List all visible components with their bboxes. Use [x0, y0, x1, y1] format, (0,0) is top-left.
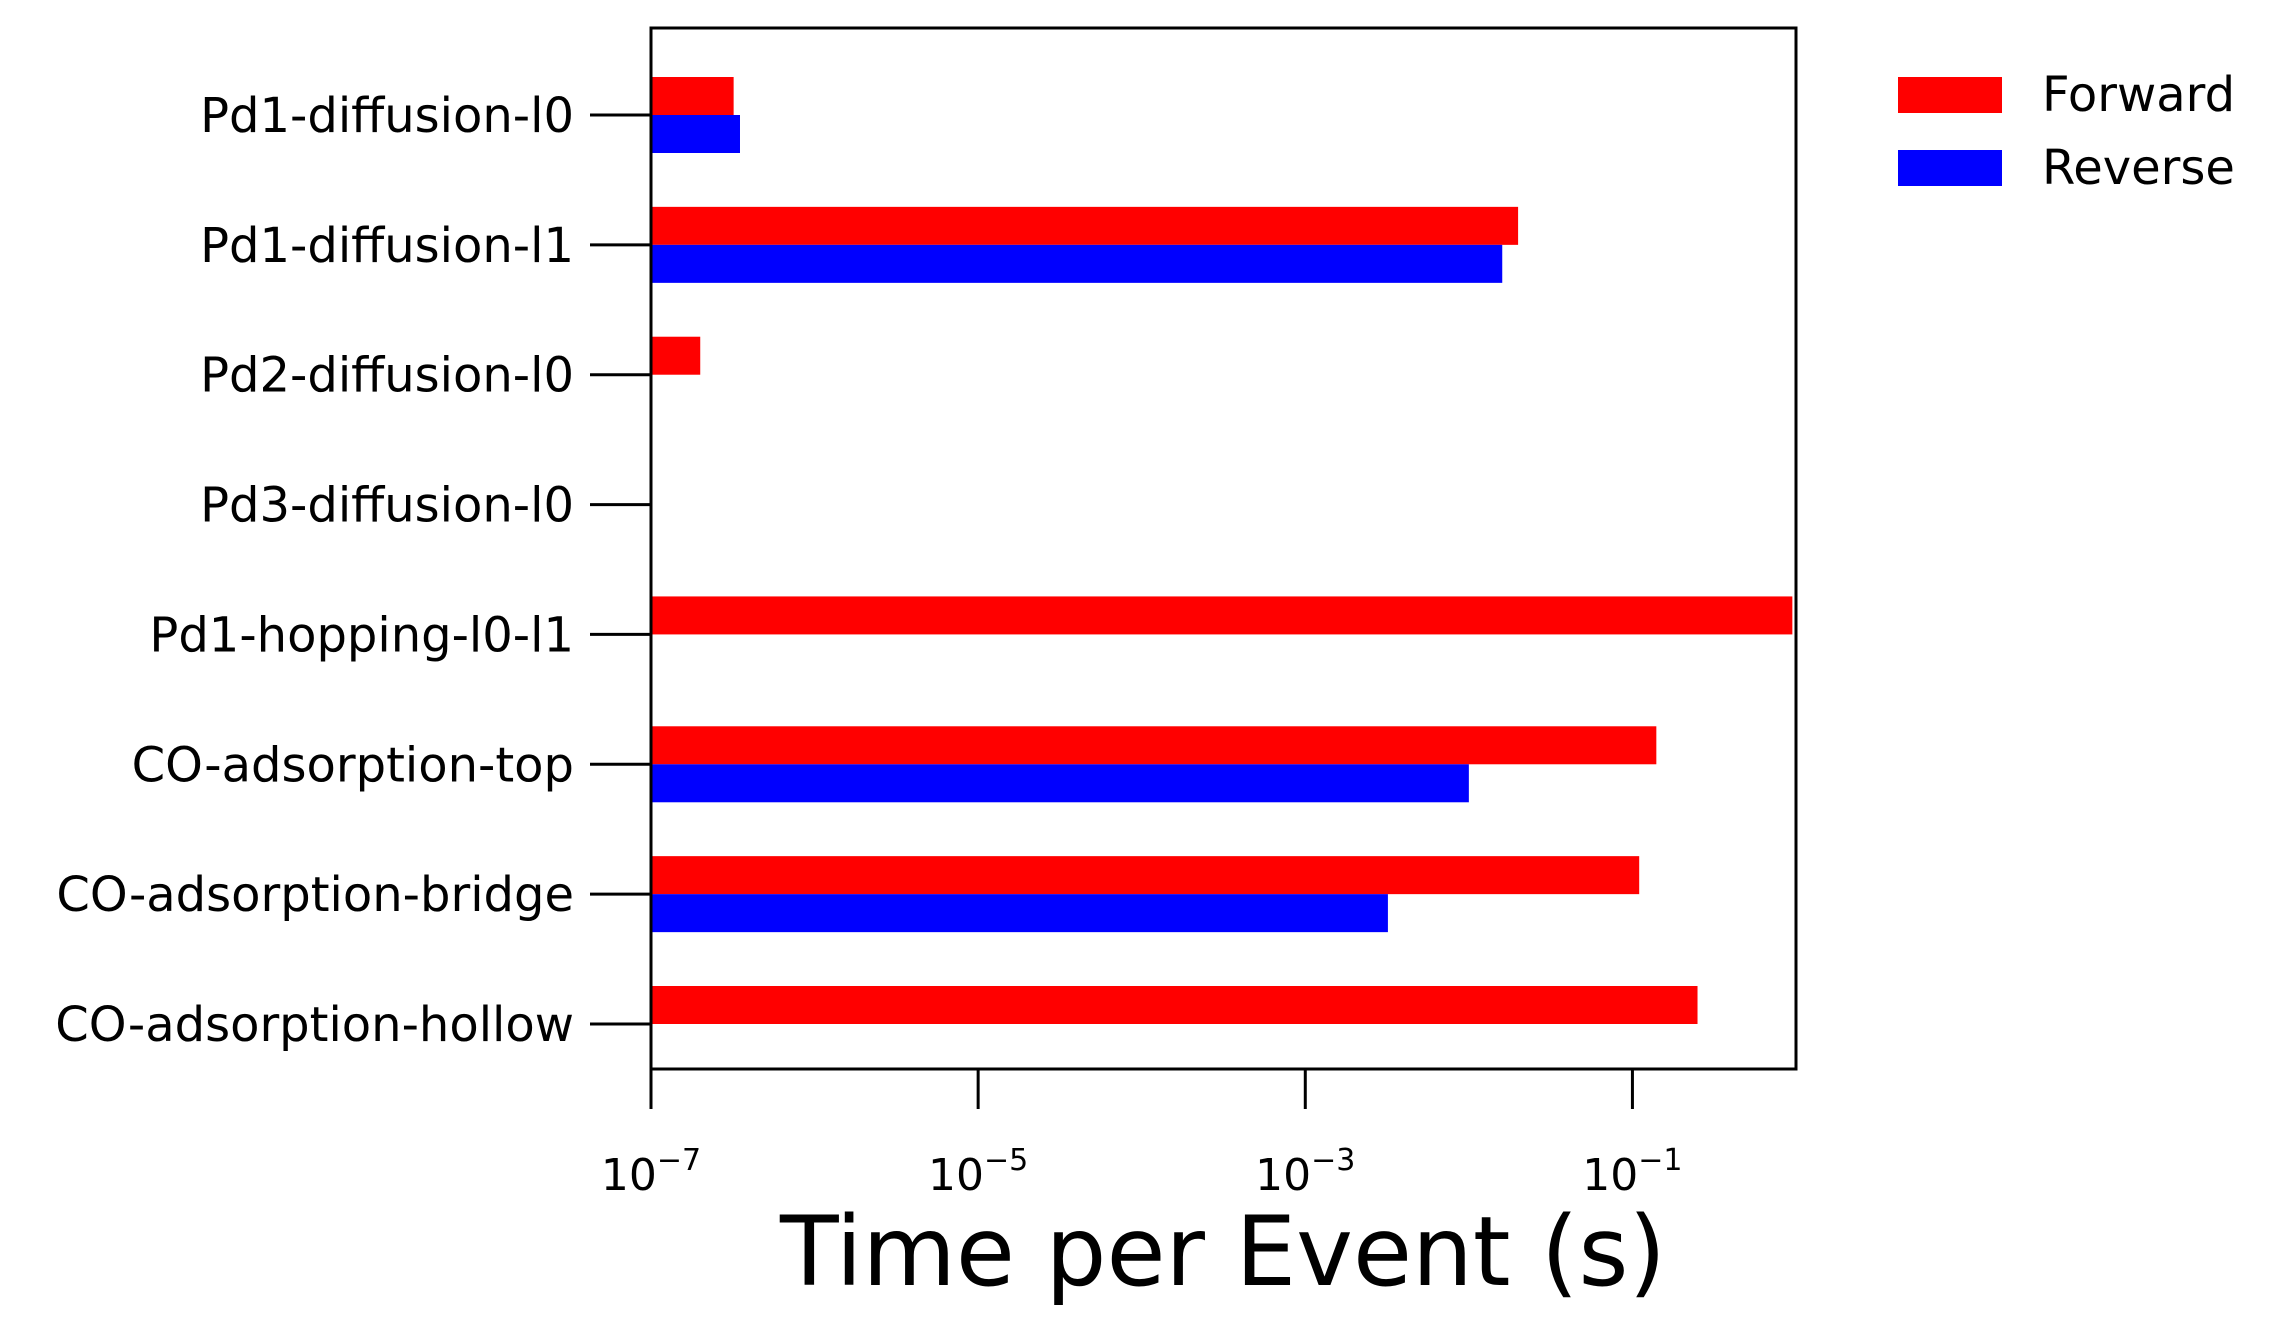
plot-frame — [649, 26, 1798, 1071]
bar-forward-1 — [651, 206, 1519, 245]
bar-forward-7 — [651, 986, 1698, 1024]
y-tick-label: Pd3-diffusion-l0 — [200, 478, 574, 534]
legend-swatch-reverse — [1898, 150, 2002, 186]
x-tick-label: 10−3 — [1255, 1143, 1355, 1201]
bars-layer — [651, 77, 1793, 1024]
legend-label-reverse: Reverse — [2042, 140, 2235, 196]
y-tick-label: CO-adsorption-hollow — [55, 997, 574, 1053]
x-tick-base: 10 — [928, 1150, 984, 1201]
y-tick-label: CO-adsorption-top — [132, 737, 574, 793]
y-tick-label: Pd1-diffusion-l1 — [200, 218, 574, 274]
bar-forward-6 — [651, 856, 1640, 895]
x-tick-base: 10 — [1582, 1150, 1638, 1201]
bar-forward-2 — [651, 336, 701, 375]
x-axis: 10−7 10−5 10−3 10−1 — [601, 1069, 1683, 1201]
y-axis: Pd1-diffusion-l0 Pd1-diffusion-l1 Pd2-diff… — [55, 88, 651, 1053]
x-tick-exponent: −5 — [984, 1143, 1028, 1178]
bar-reverse-0 — [651, 115, 740, 153]
x-tick-label: 10−1 — [1582, 1143, 1682, 1201]
y-tick-label: Pd1-hopping-l0-l1 — [149, 607, 574, 663]
legend-label-forward: Forward — [2042, 67, 2235, 123]
legend-swatch-forward — [1898, 77, 2002, 113]
bar-forward-5 — [651, 726, 1657, 765]
x-tick-base: 10 — [1255, 1150, 1311, 1201]
y-tick-label: Pd2-diffusion-l0 — [200, 348, 574, 404]
bar-forward-0 — [651, 77, 734, 115]
bar-reverse-1 — [651, 244, 1503, 283]
x-tick-base: 10 — [601, 1150, 657, 1201]
y-tick-label: CO-adsorption-bridge — [56, 867, 574, 923]
x-tick-exponent: −7 — [657, 1143, 701, 1178]
x-tick-label: 10−7 — [601, 1143, 701, 1201]
x-axis-label: Time per Event (s) — [779, 1196, 1666, 1308]
legend: Forward Reverse — [1898, 67, 2235, 196]
bar-forward-4 — [651, 596, 1793, 635]
bar-reverse-5 — [651, 764, 1469, 803]
x-tick-label: 10−5 — [928, 1143, 1028, 1201]
x-tick-exponent: −1 — [1638, 1143, 1682, 1178]
y-tick-label: Pd1-diffusion-l0 — [200, 88, 574, 144]
x-tick-exponent: −3 — [1311, 1143, 1355, 1178]
bar-reverse-6 — [651, 894, 1388, 933]
